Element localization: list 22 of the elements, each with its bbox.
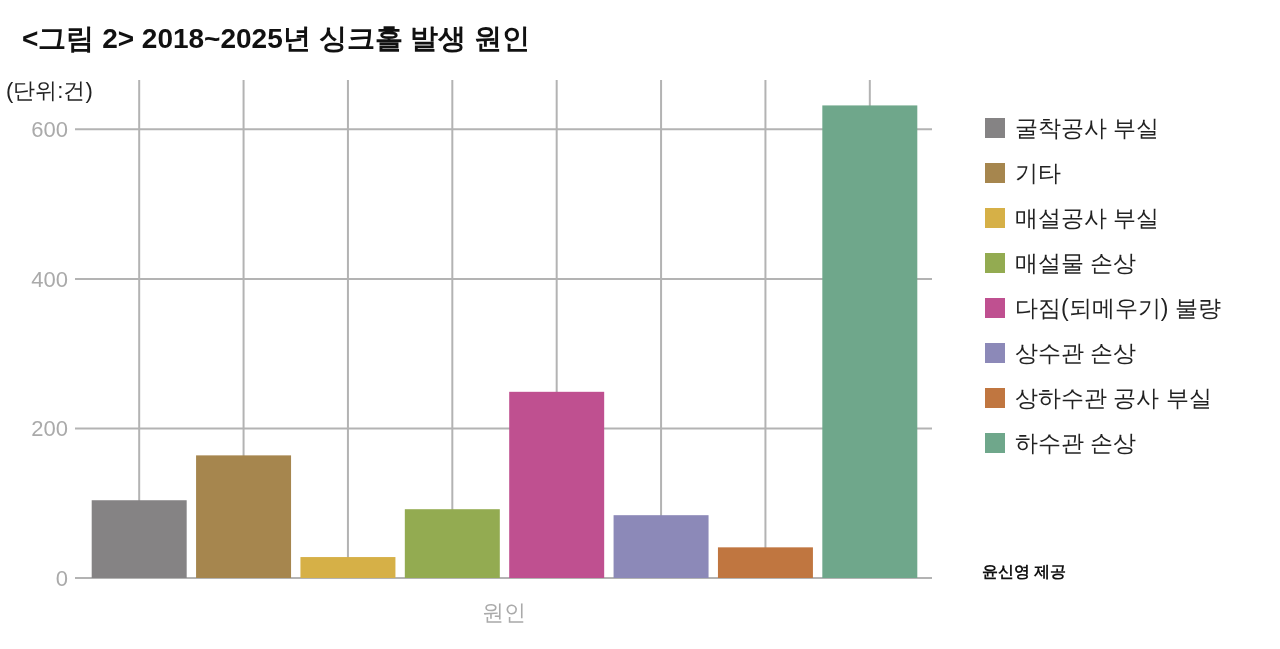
legend-item: 매설공사 부실 [985,205,1160,231]
legend-item: 매설물 손상 [985,250,1137,276]
legend-label: 매설공사 부실 [1015,205,1160,231]
legend-item: 하수관 손상 [985,430,1137,456]
y-tick-label: 200 [31,416,68,442]
x-axis-title: 원인 [481,600,526,625]
y-axis-title: (단위:건) [6,78,93,103]
legend-item: 상하수관 공사 부실 [985,385,1212,411]
y-tick-label: 0 [55,566,68,591]
legend-label: 하수관 손상 [1015,430,1137,456]
legend-item: 다짐(되메우기) 불량 [985,295,1221,321]
legend-label: 상수관 손상 [1015,340,1137,366]
legend-item: 기타 [985,160,1061,186]
legend-label: 기타 [1015,160,1061,186]
y-tick-label: 600 [31,117,68,143]
legend-label: 굴착공사 부실 [1015,115,1160,141]
legend-item: 상수관 손상 [985,340,1137,366]
y-tick-label: 400 [31,266,68,292]
text: 윤신영 제공 [982,563,1067,580]
legend-item: 굴착공사 부실 [985,115,1160,141]
chart-title: <그림 2> 2018~2025년 싱크홀 발생 원인 [22,23,531,54]
legend-label: 매설물 손상 [1015,250,1137,276]
